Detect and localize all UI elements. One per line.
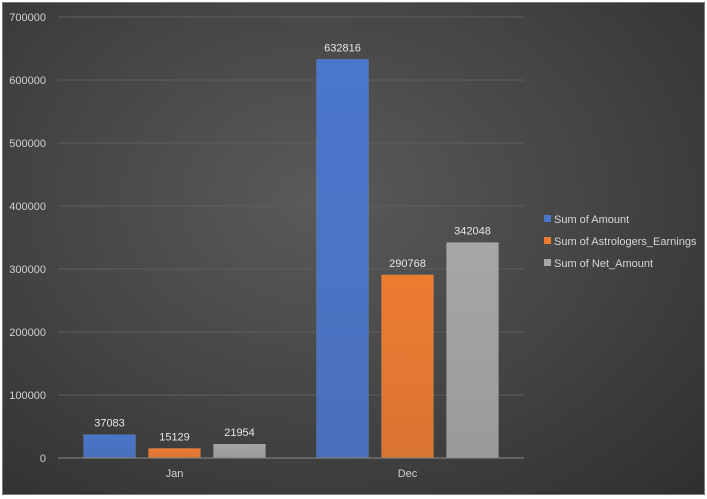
x-axis-category-labels: Jan Dec — [166, 468, 418, 480]
bar-chart: 0 100000 200000 300000 400000 500000 600000 700… — [9, 12, 697, 480]
data-labels: 37083 15129 21954 632816 290768 342048 — [94, 42, 491, 443]
category-label-dec: Dec — [398, 468, 418, 480]
legend-entry-label[interactable]: Sum of Net_Amount — [554, 258, 653, 270]
gridlines — [58, 16, 524, 396]
bar-sum-of-net-amount-dec[interactable] — [446, 242, 499, 459]
bar-sum-of-net-amount-jan[interactable] — [213, 443, 266, 459]
legend[interactable]: Sum of Amount Sum of Astrologers_Earnings… — [544, 214, 697, 270]
y-tick-label: 200000 — [9, 327, 46, 339]
y-tick-label: 100000 — [9, 390, 46, 402]
data-label: 15129 — [159, 431, 190, 443]
legend-swatch — [544, 259, 551, 266]
legend-entry-label[interactable]: Sum of Astrologers_Earnings — [554, 236, 697, 248]
data-label: 342048 — [454, 226, 491, 238]
bars — [83, 59, 499, 459]
data-label: 290768 — [389, 258, 426, 270]
data-label: 37083 — [94, 418, 125, 430]
y-tick-label: 700000 — [9, 12, 46, 24]
y-tick-label: 400000 — [9, 201, 46, 213]
legend-entry-label[interactable]: Sum of Amount — [554, 214, 629, 226]
bar-sum-of-amount-jan[interactable] — [83, 434, 136, 459]
legend-swatch — [544, 215, 551, 222]
y-tick-label: 600000 — [9, 75, 46, 87]
y-tick-label: 300000 — [9, 264, 46, 276]
bar-sum-of-astrologers-earnings-dec[interactable] — [381, 274, 434, 459]
data-label: 21954 — [224, 427, 255, 439]
y-tick-label: 500000 — [9, 138, 46, 150]
category-label-jan: Jan — [166, 468, 184, 480]
y-tick-label: 0 — [40, 453, 46, 465]
bar-sum-of-astrologers-earnings-jan[interactable] — [148, 448, 201, 459]
bar-sum-of-amount-dec[interactable] — [316, 59, 369, 459]
data-label: 632816 — [324, 42, 361, 54]
legend-swatch — [544, 237, 551, 244]
y-axis-tick-labels: 0 100000 200000 300000 400000 500000 600000 700… — [9, 12, 46, 465]
